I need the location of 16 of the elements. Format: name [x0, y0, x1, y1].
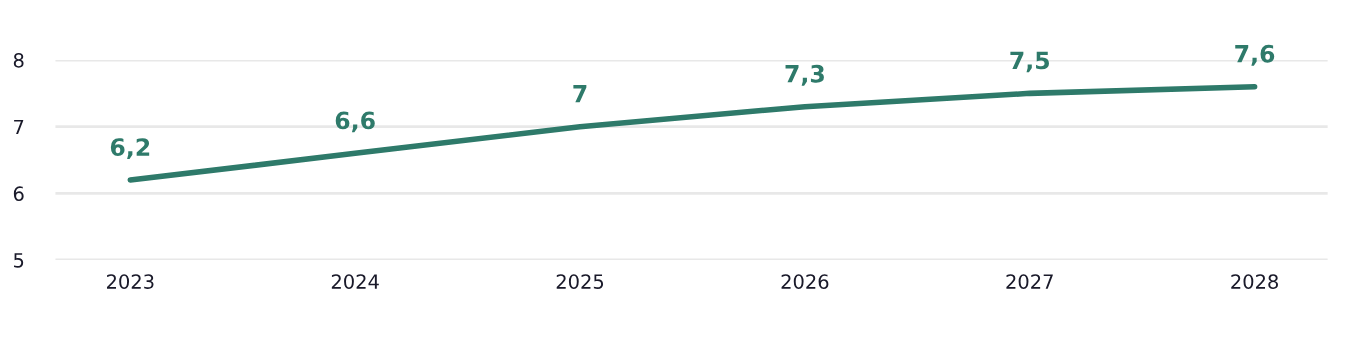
data-label: 6,2 [110, 138, 150, 160]
x-tick-label: 2023 [106, 274, 154, 289]
data-label: 7,3 [785, 64, 824, 86]
x-tick-label: 2027 [1006, 274, 1053, 289]
x-tick-label: 2025 [556, 274, 604, 289]
data-label: 7,6 [1235, 44, 1275, 66]
x-tick-label: 2026 [781, 274, 829, 289]
y-tick-label: 6 [13, 186, 24, 202]
x-tick-label: 2024 [331, 274, 379, 289]
y-tick-label: 7 [14, 119, 24, 135]
x-tick-label: 2028 [1231, 274, 1278, 289]
data-label: 7 [573, 85, 587, 103]
data-label: 7,5 [1010, 51, 1049, 73]
y-tick-label: 5 [14, 253, 24, 268]
data-label: 6,6 [335, 111, 375, 133]
y-tick-label: 8 [13, 52, 24, 68]
